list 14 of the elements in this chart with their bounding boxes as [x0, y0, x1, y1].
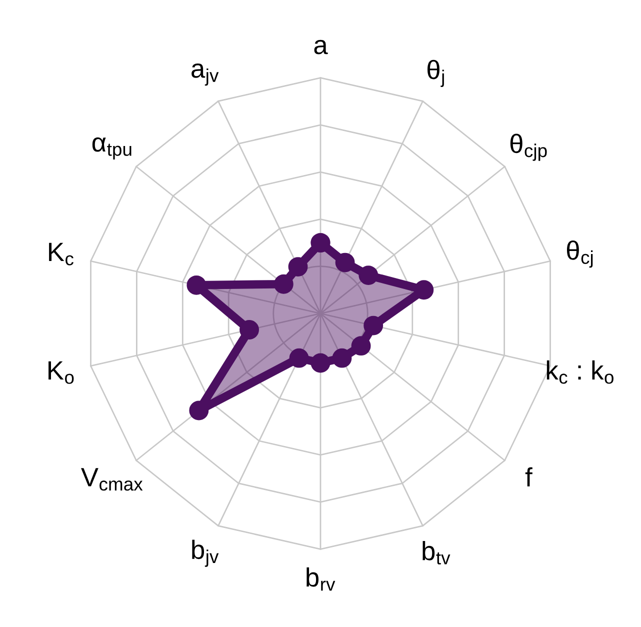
spoke-label: K$_{c}$	[49, 242, 74, 266]
spoke-label: b$_{rv}$	[306, 567, 336, 591]
spoke-label: a	[314, 40, 328, 54]
spoke-label: K$_{o}$	[48, 361, 74, 384]
spoke-label: θ$_{cjp}$	[510, 134, 547, 161]
spoke-label: θ$_{j}$	[428, 60, 444, 87]
spoke-label: k$_{c}$ : k$_{o}$	[546, 360, 614, 384]
spoke-label: α$_{tpu}$	[92, 137, 132, 160]
spoke-label: a$_{jv}$	[192, 63, 219, 86]
spoke-label: b$_{jv}$	[192, 540, 219, 567]
spoke-label: f	[525, 467, 532, 486]
spoke-label: θ$_{cj}$	[566, 240, 593, 268]
spoke-label: b$_{tv}$	[422, 540, 450, 564]
spoke-label: V$_{cmax}$	[81, 468, 143, 491]
